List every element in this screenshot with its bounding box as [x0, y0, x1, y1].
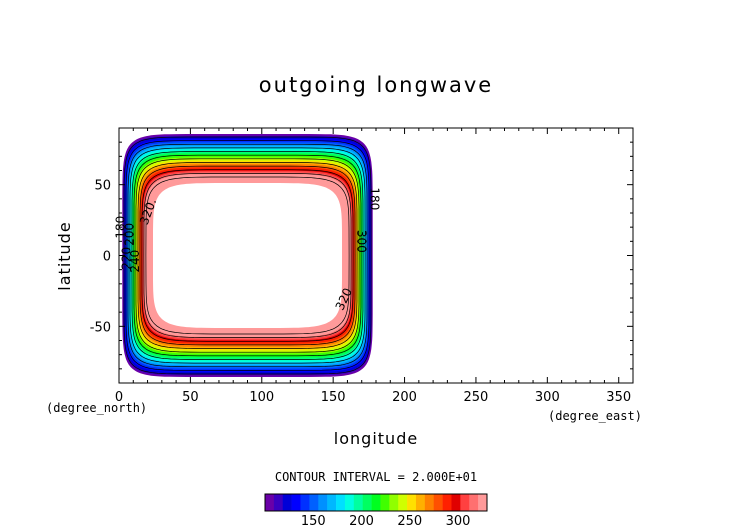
colorbar-swatch — [389, 494, 399, 511]
colorbar-swatch — [451, 494, 461, 511]
x-unit-label: (degree_east) — [548, 409, 642, 423]
colorbar-swatch — [336, 494, 346, 511]
colorbar-swatch — [273, 494, 284, 511]
y-tick-label: 0 — [103, 250, 111, 265]
y-axis-label: latitude — [55, 221, 74, 290]
colorbar-swatch — [415, 494, 426, 511]
colorbar-swatch — [344, 494, 355, 511]
contour-label: 220 — [119, 247, 133, 270]
x-axis-label: longitude — [334, 429, 418, 448]
colorbar-tick-label: 150 — [301, 514, 326, 529]
colorbar-swatch — [442, 494, 452, 511]
chart-title: outgoing longwave — [259, 73, 493, 97]
contour-line — [143, 173, 352, 338]
colorbar-swatch — [362, 494, 372, 511]
colorbar-swatch — [371, 494, 381, 511]
x-tick-label: 50 — [182, 390, 199, 405]
contour-line — [129, 147, 366, 364]
contour-line — [133, 154, 362, 357]
colorbar: 150 200 250 300 — [264, 493, 488, 529]
colorbar-swatch — [469, 494, 479, 511]
x-tick-label: 0 — [115, 390, 123, 405]
colorbar-swatch — [282, 494, 292, 511]
contour-label: 240 — [128, 250, 142, 273]
colorbar-swatch — [424, 494, 435, 511]
colorbar-swatch — [265, 494, 275, 511]
colorbar-swatch — [327, 494, 337, 511]
contour-label: 300 — [354, 230, 368, 253]
colorbar-swatch — [353, 494, 363, 511]
axis-ticks: 0 50 100 150 200 250 300 350 -50 0 50 — [90, 128, 633, 405]
x-tick-label: 150 — [321, 390, 346, 405]
x-tick-label: 200 — [392, 390, 417, 405]
contour-line — [131, 151, 364, 360]
colorbar-swatch — [478, 494, 488, 511]
x-tick-label: 250 — [464, 390, 489, 405]
contour-label: 200 — [122, 223, 136, 246]
colorbar-swatch — [309, 494, 319, 511]
contour-interval-label: CONTOUR INTERVAL = 2.000E+01 — [275, 470, 477, 484]
contour-line — [127, 143, 368, 368]
contour-fills — [122, 134, 373, 377]
contour-line — [125, 140, 370, 371]
contour-label: 180 — [367, 187, 381, 210]
y-unit-label: (degree_north) — [46, 401, 147, 415]
contour-interior — [153, 183, 342, 328]
contour-line — [137, 162, 358, 349]
x-tick-label: 350 — [606, 390, 631, 405]
colorbar-tick-label: 250 — [397, 514, 422, 529]
x-tick-label: 100 — [249, 390, 274, 405]
contour-line — [135, 158, 360, 353]
contour-line — [139, 165, 356, 346]
colorbar-swatch — [398, 494, 408, 511]
colorbar-swatch — [318, 494, 328, 511]
x-tick-label: 300 — [535, 390, 560, 405]
contour-line — [141, 169, 354, 342]
colorbar-swatch — [380, 494, 390, 511]
y-tick-label: 50 — [94, 179, 111, 194]
colorbar-swatch — [460, 494, 470, 511]
colorbar-tick-label: 200 — [349, 514, 374, 529]
colorbar-swatch — [300, 494, 310, 511]
colorbar-frame — [264, 493, 488, 512]
colorbar-swatch — [291, 494, 301, 511]
y-tick-label: -50 — [90, 320, 111, 335]
colorbar-tick-label: 300 — [446, 514, 471, 529]
colorbar-swatch — [407, 494, 417, 511]
colorbar-swatch — [433, 494, 443, 511]
contour-line — [145, 176, 350, 335]
contour-lines — [123, 136, 372, 375]
